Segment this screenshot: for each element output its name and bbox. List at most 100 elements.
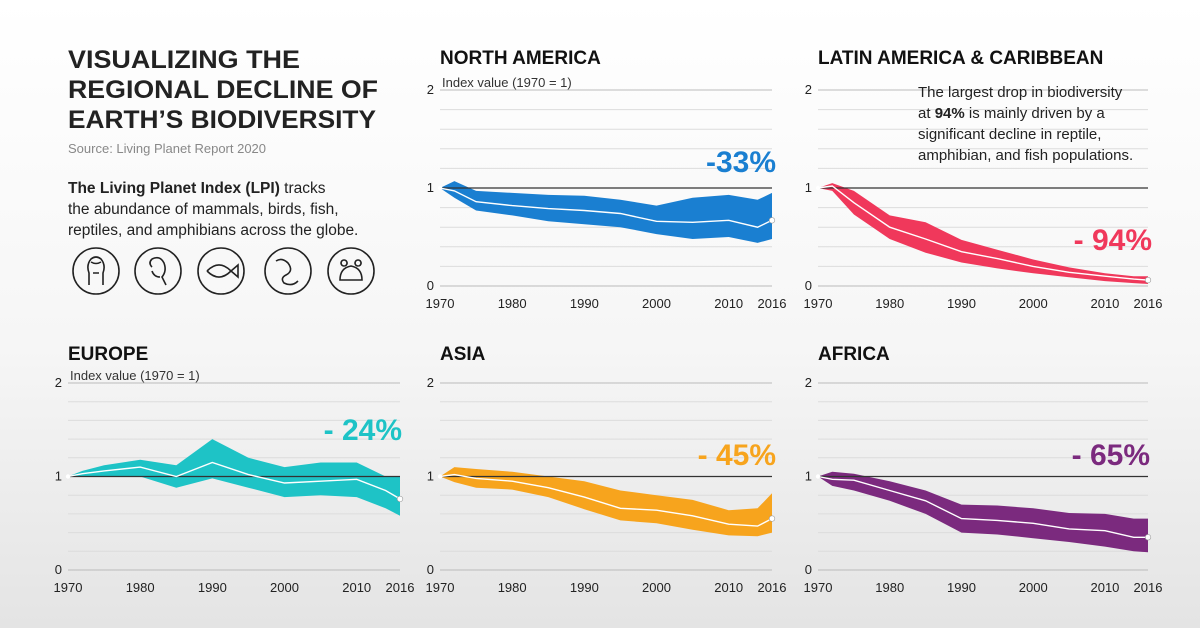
x-tick-label: 1990 xyxy=(570,296,599,311)
description: the abundance of mammals, birds, fish, xyxy=(68,201,339,218)
icon-amphibian-glyph xyxy=(339,259,363,281)
end-point xyxy=(768,217,776,224)
x-tick-label: 1970 xyxy=(426,296,455,311)
panel: LATIN AMERICA & CARIBBEAN 0 1 2 1970 1980 1990… xyxy=(804,48,1163,311)
start-point xyxy=(815,474,821,479)
note-line: The largest drop in biodiversity xyxy=(918,84,1123,101)
header: VISUALIZING THE REGIONAL DECLINE OF EART… xyxy=(68,46,378,295)
panel: NORTH AMERICA Index value (1970 = 1) 0 1 2 19… xyxy=(426,48,787,311)
x-tick-label: 2000 xyxy=(1019,296,1048,311)
x-tick-label: 1970 xyxy=(54,580,83,595)
end-point xyxy=(1144,534,1152,541)
index-line xyxy=(439,187,773,228)
note-highlight: 94% xyxy=(935,105,965,122)
change-annotation: - 45% xyxy=(698,439,776,472)
note-text: at xyxy=(918,105,935,122)
change-annotation: - 24% xyxy=(324,414,402,447)
panel-title: AFRICA xyxy=(818,344,890,365)
panel: ASIA 0 1 2 1970 1980 1990 2000 2010 2016 - 45% xyxy=(426,344,787,595)
x-tick-label: 1980 xyxy=(875,580,904,595)
description: reptiles, and amphibians across the glob… xyxy=(68,222,358,239)
x-tick-label: 1980 xyxy=(126,580,155,595)
y-axis-label: Index value (1970 = 1) xyxy=(442,75,572,90)
panel: EUROPE Index value (1970 = 1) 0 1 2 1970 1980 1… xyxy=(54,344,415,595)
end-point xyxy=(396,495,404,503)
x-tick-label: 1970 xyxy=(804,580,833,595)
main-title: EARTH’S BIODIVERSITY xyxy=(68,106,376,134)
x-tick-label: 2010 xyxy=(714,580,743,595)
y-tick-label: 0 xyxy=(427,278,434,293)
x-tick-label: 1990 xyxy=(947,580,976,595)
start-point xyxy=(65,474,71,479)
y-axis-label: Index value (1970 = 1) xyxy=(70,368,200,383)
change-annotation: - 94% xyxy=(1074,224,1152,257)
x-tick-label: 1990 xyxy=(198,580,227,595)
animal-icons xyxy=(72,247,375,295)
x-tick-label: 2010 xyxy=(1090,296,1119,311)
panel-title: ASIA xyxy=(440,344,486,365)
end-point xyxy=(768,515,776,522)
y-tick-label: 1 xyxy=(805,180,812,195)
y-tick-label: 0 xyxy=(55,562,62,577)
icon-amphibian xyxy=(327,247,375,295)
y-tick-label: 2 xyxy=(805,82,812,97)
panel-title: NORTH AMERICA xyxy=(440,48,601,69)
y-tick-label: 0 xyxy=(805,278,812,293)
uncertainty-band xyxy=(818,183,1148,284)
icon-bird xyxy=(134,247,182,295)
x-tick-label: 1970 xyxy=(804,296,833,311)
uncertainty-band xyxy=(440,467,772,537)
x-tick-label: 2010 xyxy=(342,580,371,595)
note-text: is mainly driven by a xyxy=(965,105,1106,122)
x-tick-label: 1980 xyxy=(498,296,527,311)
panel-title: LATIN AMERICA & CARIBBEAN xyxy=(818,48,1103,69)
y-tick-label: 2 xyxy=(427,82,434,97)
x-tick-label: 2016 xyxy=(758,580,787,595)
note-line: amphibian, and fish populations. xyxy=(918,147,1133,164)
index-line xyxy=(817,185,1149,281)
x-tick-label: 2010 xyxy=(1090,580,1119,595)
change-annotation: - 65% xyxy=(1072,439,1150,472)
description-bold: The Living Planet Index (LPI) xyxy=(68,180,280,197)
x-tick-label: 2010 xyxy=(714,296,743,311)
change-annotation: -33% xyxy=(706,146,776,179)
icon-fish-glyph xyxy=(206,263,239,279)
description: The Living Planet Index (LPI) tracks xyxy=(68,180,326,197)
start-point xyxy=(437,474,443,479)
index-line xyxy=(439,473,773,527)
x-tick-label: 2000 xyxy=(642,296,671,311)
x-tick-label: 2016 xyxy=(386,580,415,595)
source: Source: Living Planet Report 2020 xyxy=(68,141,266,156)
note-line: at 94% is mainly driven by a xyxy=(918,105,1105,122)
icon-mammal xyxy=(72,247,120,295)
y-tick-label: 2 xyxy=(427,375,434,390)
x-tick-label: 1980 xyxy=(875,296,904,311)
x-tick-label: 2000 xyxy=(642,580,671,595)
index-line xyxy=(817,475,1148,538)
uncertainty-band xyxy=(818,471,1148,553)
y-tick-label: 0 xyxy=(805,562,812,577)
y-tick-label: 0 xyxy=(427,562,434,577)
start-point xyxy=(815,185,821,191)
panel: AFRICA 0 1 2 1970 1980 1990 2000 2010 2016 - 65% xyxy=(804,344,1163,595)
main-title: REGIONAL DECLINE OF xyxy=(68,76,378,104)
icon-reptile xyxy=(264,247,312,295)
x-tick-label: 1970 xyxy=(426,580,455,595)
icon-fish xyxy=(197,247,245,295)
description-text: tracks xyxy=(280,180,326,197)
index-line xyxy=(67,461,401,500)
start-point xyxy=(437,185,443,191)
note-line: significant decline in reptile, xyxy=(918,126,1101,143)
x-tick-label: 2016 xyxy=(1134,580,1163,595)
y-tick-label: 1 xyxy=(427,469,434,484)
x-tick-label: 1990 xyxy=(570,580,599,595)
icon-mammal-glyph xyxy=(87,256,105,285)
y-tick-label: 1 xyxy=(427,180,434,195)
y-tick-label: 2 xyxy=(55,375,62,390)
x-tick-label: 2016 xyxy=(1134,296,1163,311)
y-tick-label: 2 xyxy=(805,375,812,390)
x-tick-label: 1990 xyxy=(947,296,976,311)
x-tick-label: 2016 xyxy=(758,296,787,311)
main-title: VISUALIZING THE xyxy=(68,46,300,74)
